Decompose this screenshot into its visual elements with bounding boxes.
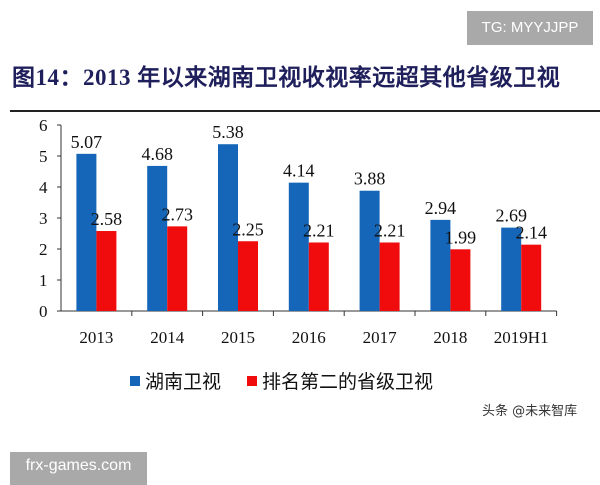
y-tick-label: 5 [39,147,48,166]
x-tick-label: 2017 [363,328,398,347]
data-label: 1.99 [445,227,477,247]
y-tick-label: 0 [39,302,48,321]
credit-text: 头条 @未来智库 [482,404,578,419]
x-tick-label: 2019H1 [494,328,549,347]
data-label: 2.21 [303,220,335,240]
legend-swatch-blue [130,375,140,386]
x-tick-label: 2013 [79,328,113,347]
data-label: 2.58 [91,209,123,229]
title-divider [10,110,600,112]
x-tick-label: 2018 [433,328,467,347]
bar-second-2018 [450,249,471,311]
bar-second-2014 [167,226,188,311]
bar-chart: 0 1 2 3 4 5 6 2013 5.07 2.58 2014 4.68 2.73 2015 5.38 2… [39,116,558,347]
bar-second-2015 [238,241,258,311]
data-label: 2.14 [515,223,547,243]
data-label: 4.14 [283,161,315,181]
y-tick-label: 3 [39,209,48,228]
data-label: 2.69 [495,206,527,226]
legend-label: 排名第二的省级卫视 [262,372,434,393]
y-tick-label: 2 [39,240,48,259]
data-label: 2.21 [374,220,406,240]
bar-hunan-2017 [359,190,380,311]
bar-hunan-2013 [76,153,97,311]
bar-second-2019H1 [521,244,542,311]
bar-hunan-2016 [288,182,309,311]
y-tick-label: 1 [39,271,48,290]
bar-hunan-2019H1 [501,227,522,311]
bar-hunan-2015 [218,144,238,311]
bar-second-2016 [308,242,329,311]
data-label: 5.38 [212,122,244,142]
watermark-tg: TG: MYYJJPP [467,11,593,45]
x-tick-label: 2016 [292,328,326,347]
y-tick-label: 6 [39,116,48,135]
data-label: 3.88 [354,169,386,189]
bar-hunan-2018 [430,219,451,311]
legend: 湖南卫视 排名第二的省级卫视 [130,367,459,394]
data-label: 4.68 [141,144,173,164]
bar-second-2017 [379,242,400,311]
data-label: 5.07 [71,132,103,152]
data-label: 2.25 [232,219,264,239]
x-tick-label: 2015 [221,328,255,347]
data-label: 2.94 [425,198,457,218]
legend-item-hunan: 湖南卫视 [130,367,221,394]
watermark-frx: frx-games.com [10,452,147,485]
legend-label: 湖南卫视 [145,372,222,393]
bar-hunan-2014 [147,165,168,311]
legend-swatch-red [247,375,258,386]
y-tick-label: 4 [39,178,48,197]
legend-item-second: 排名第二的省级卫视 [247,367,433,394]
data-label: 2.73 [161,204,193,224]
chart-title: 图14：2013 年以来湖南卫视收视率远超其他省级卫视 [12,65,561,90]
bar-second-2013 [96,231,117,311]
x-tick-label: 2014 [150,328,185,347]
